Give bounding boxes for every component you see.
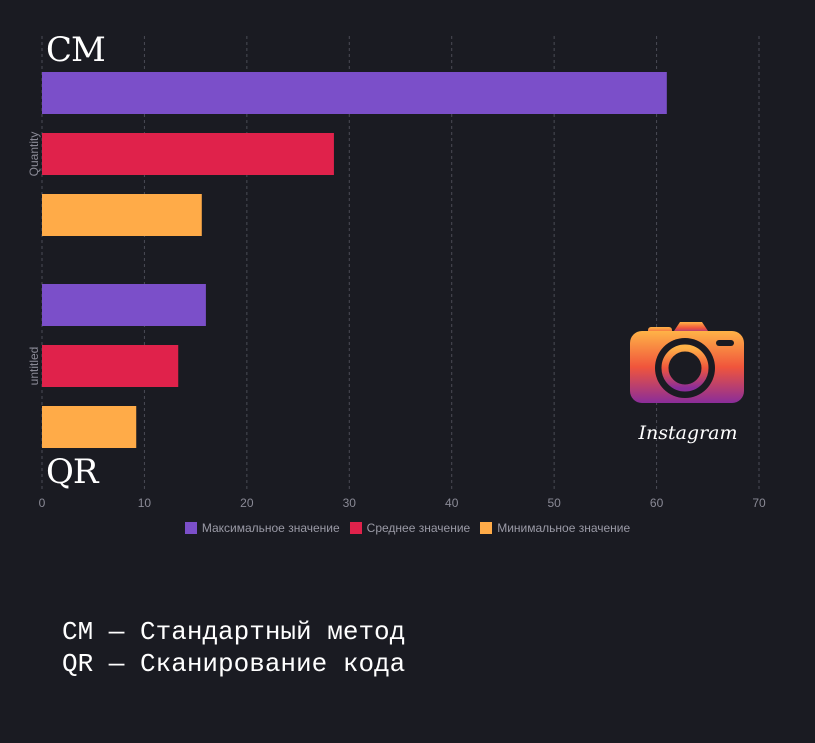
x-tick-label-50: 50 [547,496,561,510]
legend-label-max: Максимальное значение [201,521,340,535]
legend-swatch-avg [349,522,362,534]
bar-0-2 [42,194,202,236]
legend-swatch-max [184,522,197,534]
category-label-0: Quantity [27,132,41,177]
bar-0-1 [42,133,334,175]
bar-1-2 [42,406,137,448]
bar-chart: 0 10 20 30 40 50 60 70 Quantity untitled [27,36,766,510]
instagram-logo: Instagram [628,320,748,450]
legend-notes: CM — Стандартный метод QR — Сканирование… [62,616,405,680]
note-qr: QR — Сканирование кода [62,649,406,679]
x-tick-label-10: 10 [138,496,152,510]
instagram-wordmark: Instagram [638,422,738,444]
legend-item-max[interactable]: Максимальное значение [184,521,340,535]
x-tick-label-70: 70 [752,496,766,510]
camera-icon [630,322,744,403]
group-label-cm: CM [46,30,106,70]
x-tick-label-40: 40 [445,496,459,510]
bar-1-0 [42,284,206,326]
legend-swatch-min [480,522,493,534]
chart-legend: Максимальное значение Среднее значение М… [0,521,815,535]
legend-item-avg[interactable]: Среднее значение [349,521,471,535]
legend-label-min: Минимальное значение [497,521,631,535]
note-cm: CM — Стандартный метод [62,617,406,647]
x-tick-label-20: 20 [240,496,254,510]
legend-item-min[interactable]: Минимальное значение [480,521,630,535]
bar-0-0 [42,72,667,114]
x-tick-label-30: 30 [343,496,357,510]
x-tick-label-0: 0 [39,496,46,510]
legend-label-avg: Среднее значение [366,521,471,535]
category-label-1: untitled [27,347,41,386]
bar-1-1 [42,345,179,387]
group-label-qr: QR [46,452,98,492]
x-tick-label-60: 60 [650,496,664,510]
